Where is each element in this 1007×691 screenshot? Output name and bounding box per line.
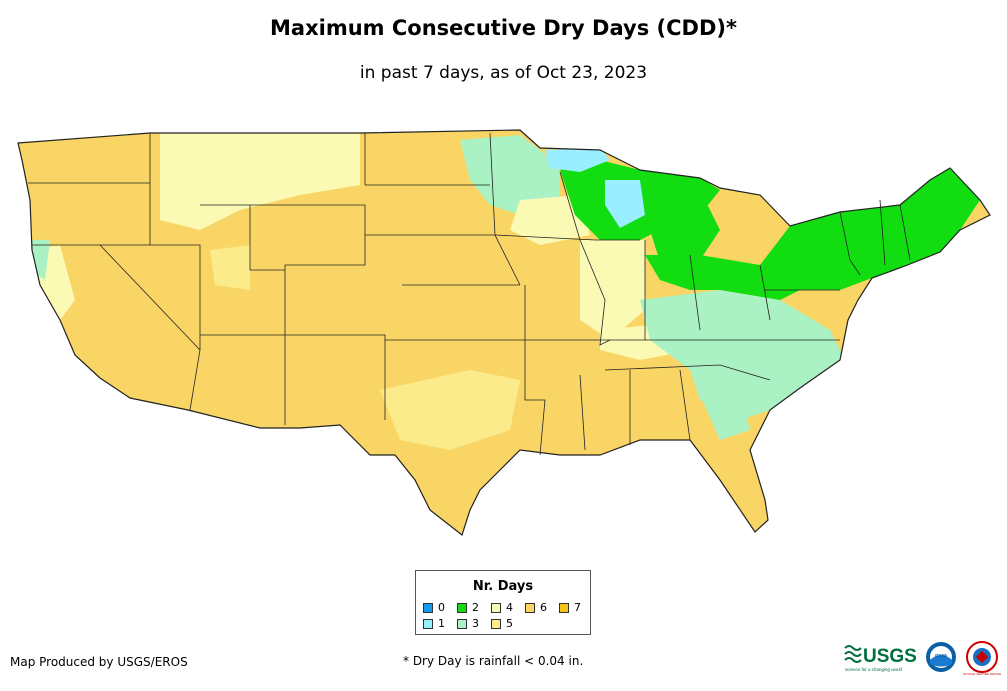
legend-item-3: 3 (457, 617, 479, 630)
legend-label-6: 6 (540, 601, 547, 614)
legend-label-3: 3 (472, 617, 479, 630)
legend-item-4: 4 (491, 601, 513, 614)
map-subtitle: in past 7 days, as of Oct 23, 2023 (359, 63, 648, 83)
legend-title: Nr. Days (472, 579, 534, 594)
legend-item-2: 2 (457, 601, 479, 614)
usgs-logo: USGS science for a changing world (844, 645, 917, 672)
map-title: Maximum Consecutive Dry Days (CDD)* (270, 16, 737, 40)
footnote: * Dry Day is rainfall < 0.04 in. (403, 654, 584, 668)
legend-swatch-4 (491, 602, 501, 613)
us-outline (17, 129, 991, 537)
legend-item-6: 6 (525, 601, 547, 614)
legend-swatch-7 (559, 602, 569, 613)
legend-label-1: 1 (438, 617, 445, 630)
legend-item-7: 7 (559, 601, 581, 614)
legend-item-1: 1 (423, 617, 445, 630)
legend-item-0: 0 (423, 601, 445, 614)
legend-swatch-6 (525, 602, 535, 613)
noaa-logo: noaa (926, 642, 956, 672)
legend-label-5: 5 (506, 617, 513, 630)
nws-logo: NATIONAL WEATHER SERVICE (963, 641, 1002, 676)
legend-swatch-1 (423, 618, 433, 629)
legend-label-2: 2 (472, 601, 479, 614)
legend-swatch-0 (423, 602, 433, 613)
legend: Nr. Days 0 1 2 3 4 5 6 (415, 570, 591, 635)
state-borders (28, 132, 911, 456)
legend-label-0: 0 (438, 601, 445, 614)
legend-swatch-2 (457, 602, 467, 613)
cdd-shading (18, 130, 990, 535)
legend-label-7: 7 (574, 601, 581, 614)
legend-swatch-5 (491, 618, 501, 629)
map-credit: Map Produced by USGS/EROS (10, 655, 188, 669)
usgs-wordmark: USGS (863, 646, 917, 667)
nws-wordmark: NATIONAL WEATHER SERVICE (963, 672, 1002, 676)
legend-swatch-3 (457, 618, 467, 629)
usgs-tagline: science for a changing world (845, 667, 903, 672)
legend-item-5: 5 (491, 617, 513, 630)
noaa-wordmark: noaa (935, 653, 947, 659)
legend-label-4: 4 (506, 601, 513, 614)
agency-logos: USGS science for a changing world noaa N… (844, 641, 1002, 676)
